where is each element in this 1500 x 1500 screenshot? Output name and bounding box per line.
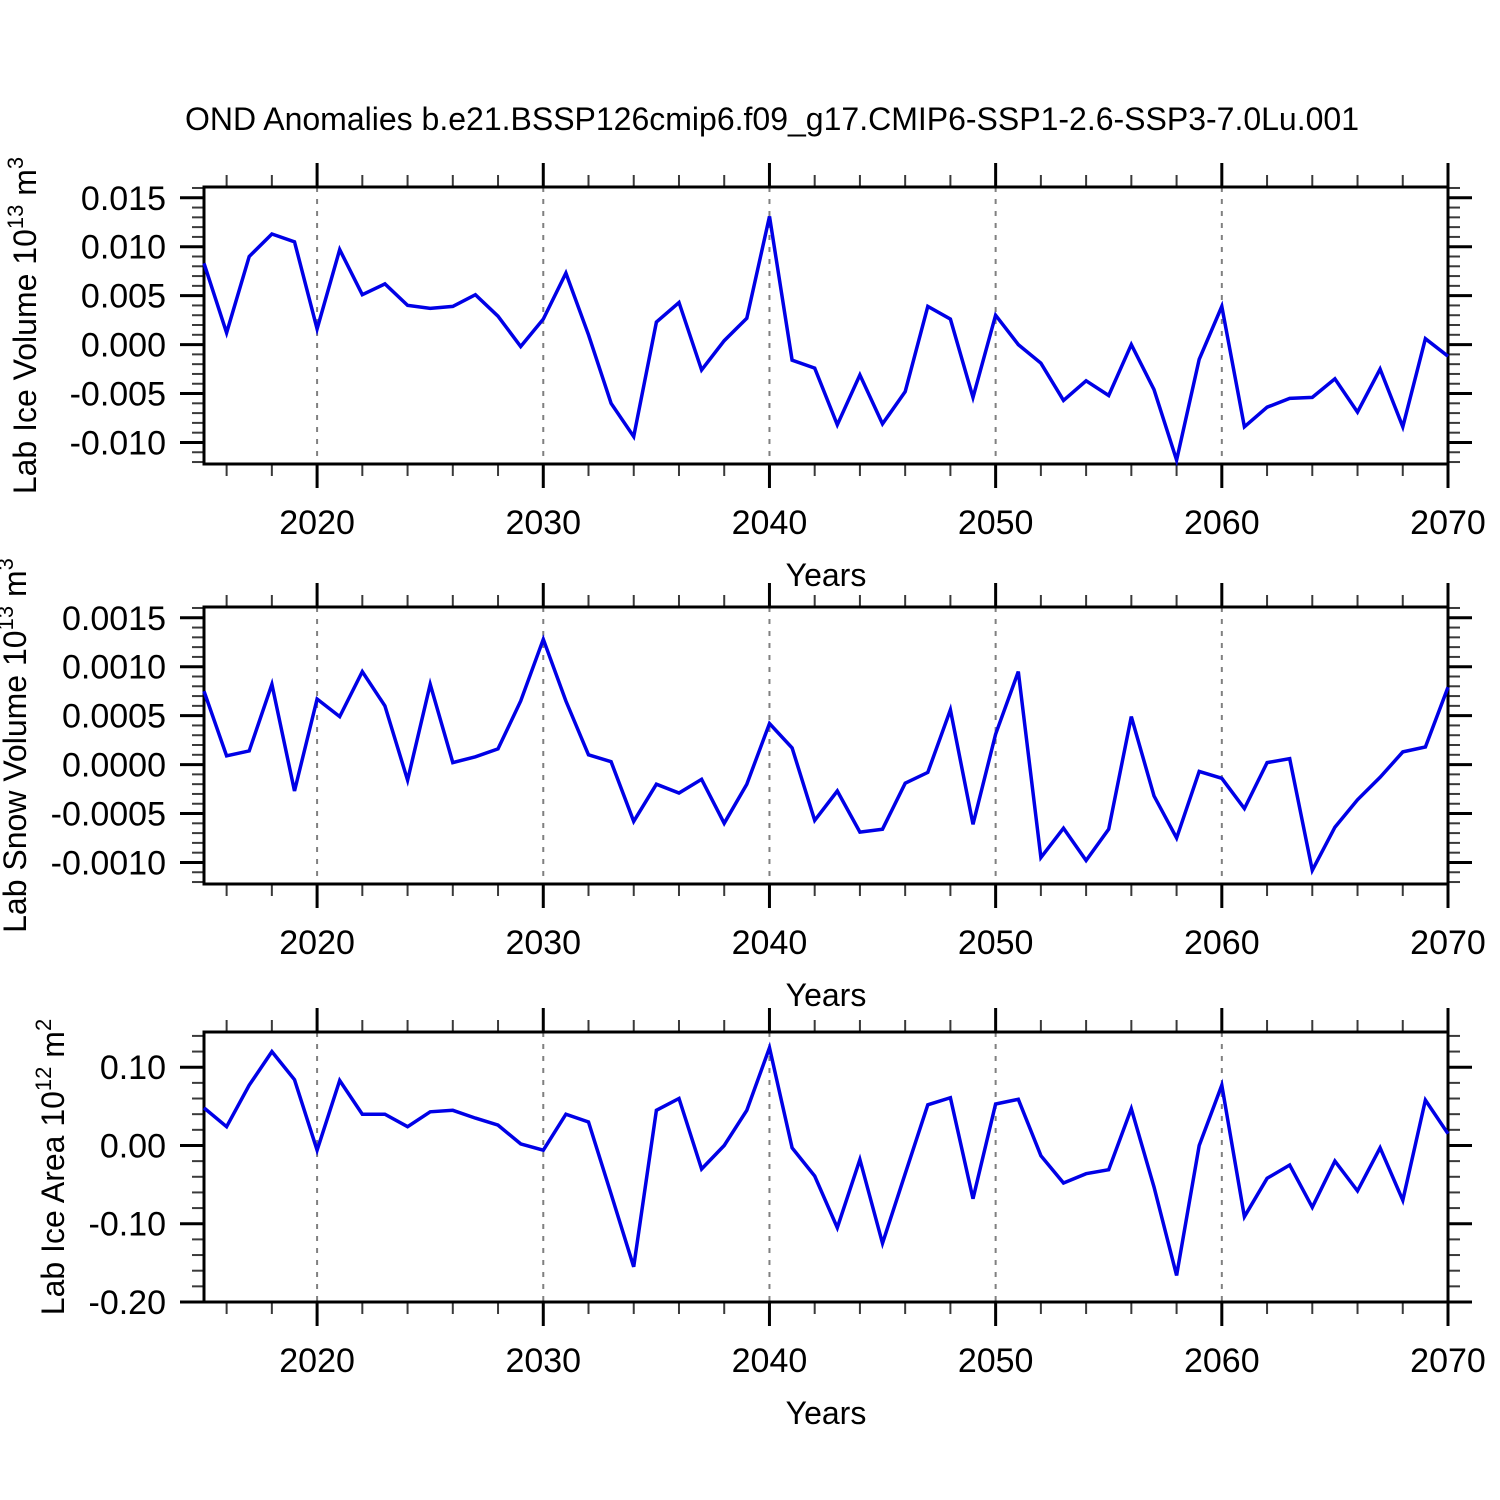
x-tick-label: 2070: [1410, 504, 1486, 542]
y-tick-label: 0.10: [100, 1049, 166, 1087]
y-tick-label: 0.0010: [62, 649, 166, 687]
chart-title: OND Anomalies b.e21.BSSP126cmip6.f09_g17…: [185, 101, 1359, 137]
y-tick-label: -0.10: [89, 1206, 167, 1244]
panel-ice-area: 0.10 0.00 -0.10 -0.20 2020 2030 2040 2050 2060 20…: [31, 1008, 1486, 1431]
y-axis-title: Lab Ice Area 1012 m2: [31, 1019, 71, 1315]
x-tick-label: 2020: [279, 924, 355, 962]
plot-frame: [202, 185, 1450, 466]
plot-frame: [202, 605, 1450, 886]
x-tick-label: 2030: [505, 504, 581, 542]
panel-ice-volume: 0.015 0.010 0.005 0.000 -0.005 -0.010 2020 2030…: [3, 157, 1486, 593]
y-tick-label: 0.000: [81, 327, 166, 365]
x-tick-label: 2050: [958, 924, 1034, 962]
x-tick-label: 2050: [958, 504, 1034, 542]
y-tick-label: 0.0005: [62, 698, 166, 736]
y-axis-title: Lab Snow Volume 1013 m3: [0, 558, 33, 933]
x-axis-title: Years: [786, 977, 867, 1013]
x-tick-label: 2070: [1410, 1342, 1486, 1380]
y-tick-label: 0.0000: [62, 747, 166, 785]
y-tick-label: -0.005: [70, 376, 166, 414]
x-tick-label: 2040: [732, 1342, 808, 1380]
y-tick-label: -0.010: [70, 424, 166, 462]
panel-snow-volume: 0.0015 0.0010 0.0005 0.0000 -0.0005 -0.0010 20…: [0, 558, 1486, 1013]
x-tick-label: 2050: [958, 1342, 1034, 1380]
x-axis-title: Years: [786, 1395, 867, 1431]
y-axis-title: Lab Ice Volume 1013 m3: [3, 157, 43, 494]
x-tick-label: 2030: [505, 924, 581, 962]
data-line: [202, 634, 1450, 876]
plot-frame: [202, 1030, 1450, 1304]
y-tick-label: 0.0015: [62, 600, 166, 638]
data-line: [202, 216, 1450, 467]
y-tick-label: -0.0005: [51, 796, 166, 834]
x-tick-label: 2040: [732, 924, 808, 962]
y-tick-label: -0.20: [89, 1284, 167, 1322]
x-tick-label: 2070: [1410, 924, 1486, 962]
y-tick-label: 0.015: [81, 180, 166, 218]
y-tick-label: 0.010: [81, 229, 166, 267]
x-axis-title: Years: [786, 557, 867, 593]
x-tick-label: 2060: [1184, 924, 1260, 962]
y-tick-label: 0.005: [81, 278, 166, 316]
x-tick-label: 2020: [279, 1342, 355, 1380]
x-tick-label: 2020: [279, 504, 355, 542]
x-tick-label: 2030: [505, 1342, 581, 1380]
y-tick-label: -0.0010: [51, 844, 166, 882]
x-tick-label: 2060: [1184, 504, 1260, 542]
y-tick-label: 0.00: [100, 1127, 166, 1165]
x-tick-label: 2060: [1184, 1342, 1260, 1380]
x-tick-label: 2040: [732, 504, 808, 542]
data-line: [202, 1041, 1450, 1276]
